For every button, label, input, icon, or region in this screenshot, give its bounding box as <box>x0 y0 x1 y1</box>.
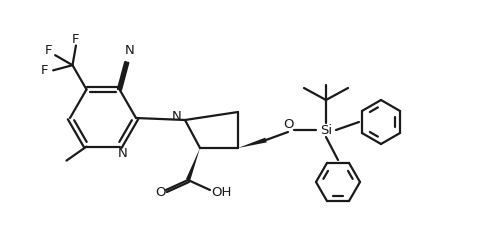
Polygon shape <box>186 148 200 181</box>
Text: F: F <box>40 64 48 77</box>
Text: F: F <box>44 44 52 57</box>
Text: N: N <box>125 44 134 57</box>
Text: OH: OH <box>211 185 231 199</box>
Text: O: O <box>283 119 293 132</box>
Text: F: F <box>72 33 80 46</box>
Text: N: N <box>118 147 128 160</box>
Text: Si: Si <box>320 123 332 137</box>
Text: O: O <box>156 186 166 200</box>
Polygon shape <box>238 138 266 148</box>
Text: N: N <box>172 109 182 123</box>
